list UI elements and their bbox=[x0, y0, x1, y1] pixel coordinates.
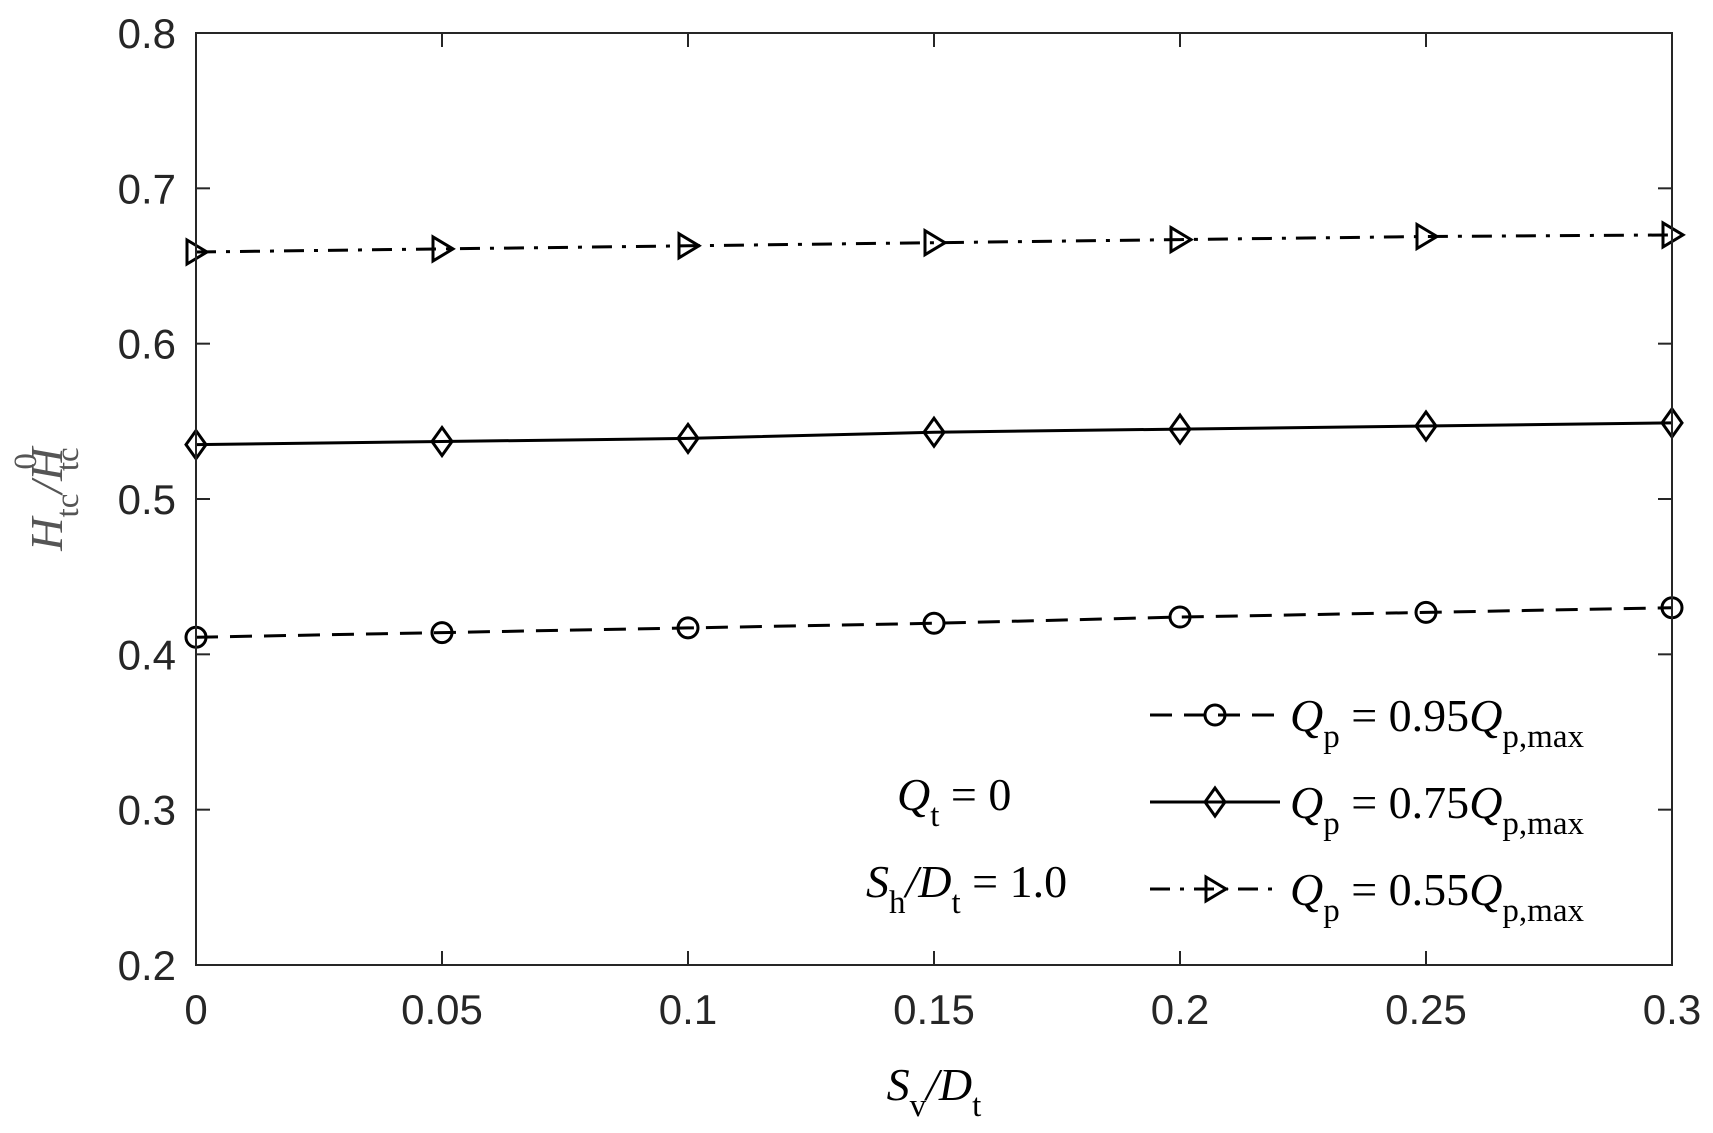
legend-label-q: Q bbox=[1290, 864, 1323, 915]
annotation-shdt-main: S bbox=[866, 856, 889, 907]
y-axis-label: Htc/H0 tc bbox=[8, 445, 86, 552]
y-axis-label-sub2: tc bbox=[50, 447, 86, 471]
x-tick-label: 0.2 bbox=[1151, 986, 1209, 1033]
legend-entry: Qp = 0.95Qp,max bbox=[1150, 690, 1584, 755]
legend-label-q2: Q bbox=[1469, 777, 1502, 828]
data-point bbox=[430, 621, 454, 645]
x-tick-label: 0.25 bbox=[1385, 986, 1467, 1033]
legend-label-sub2: p,max bbox=[1502, 893, 1584, 929]
legend-label: Qp = 0.55Qp,max bbox=[1290, 864, 1584, 929]
legend-label: Qp = 0.75Qp,max bbox=[1290, 777, 1584, 842]
x-tick-label: 0.1 bbox=[659, 986, 717, 1033]
y-tick-label: 0.5 bbox=[118, 476, 176, 523]
annotation-shdt-sub2: t bbox=[952, 885, 961, 921]
annotation-shdt-value: = 1.0 bbox=[961, 856, 1067, 907]
legend-marker bbox=[1203, 703, 1227, 727]
legend-label-sub2: p,max bbox=[1502, 806, 1584, 842]
annotation-qt-main: Q bbox=[897, 769, 930, 820]
legend-entry: Qp = 0.55Qp,max bbox=[1150, 864, 1584, 929]
x-tick-label: 0.3 bbox=[1643, 986, 1701, 1033]
legend-marker bbox=[1204, 874, 1229, 904]
legend-label-value: = 0.55 bbox=[1340, 864, 1469, 915]
ticks-layer: 0 0.05 0.1 0.15 0.2 0.25 0.3 0.2 0.3 0.4 0.5 0.6 0.7… bbox=[118, 10, 1702, 1033]
y-tick-label: 0.7 bbox=[118, 165, 176, 212]
legend-label-sub2: p,max bbox=[1502, 719, 1584, 755]
y-tick-label: 0.3 bbox=[118, 787, 176, 834]
data-point bbox=[1168, 605, 1192, 629]
x-axis-label-sub: v bbox=[910, 1088, 927, 1124]
annotations: Qt = 0Sh/Dt = 1.0 bbox=[866, 769, 1067, 921]
series-line bbox=[195, 421, 1673, 447]
y-tick-label: 0.4 bbox=[118, 631, 176, 678]
series-line bbox=[195, 606, 1673, 639]
x-axis-label-sub2: t bbox=[972, 1088, 981, 1124]
legend-label-value: = 0.95 bbox=[1340, 690, 1469, 741]
annotation-qt-value: = 0 bbox=[939, 769, 1011, 820]
annotation-shdt-mid: /D bbox=[903, 856, 952, 907]
data-point bbox=[430, 424, 454, 459]
legend-label-q2: Q bbox=[1469, 690, 1502, 741]
x-tick-label: 0 bbox=[184, 986, 207, 1033]
x-axis-label-main: S bbox=[887, 1059, 910, 1110]
legend-label: Qp = 0.95Qp,max bbox=[1290, 690, 1584, 755]
y-tick-label: 0.8 bbox=[118, 10, 176, 57]
data-point bbox=[922, 611, 946, 635]
x-axis-label: Sv/Dt bbox=[887, 1059, 982, 1124]
data-point bbox=[1414, 600, 1438, 624]
legend-marker bbox=[1203, 785, 1227, 819]
legend-label-q2: Q bbox=[1469, 864, 1502, 915]
y-axis-label-mid: /H bbox=[21, 445, 72, 497]
data-point bbox=[431, 234, 456, 264]
annotation-qt: Qt = 0 bbox=[897, 769, 1011, 834]
annotation-shdt-sub: h bbox=[889, 885, 906, 921]
legend-label-sub: p bbox=[1323, 893, 1340, 929]
y-tick-label: 0.2 bbox=[118, 942, 176, 989]
legend-label-q: Q bbox=[1290, 777, 1323, 828]
annotation-shdt: Sh/Dt = 1.0 bbox=[866, 856, 1067, 921]
x-tick-label: 0.05 bbox=[401, 986, 483, 1033]
legend-label-sub: p bbox=[1323, 806, 1340, 842]
annotation-qt-sub: t bbox=[930, 798, 939, 834]
legend-label-value: = 0.75 bbox=[1340, 777, 1469, 828]
y-axis-label-sup: 0 bbox=[8, 453, 44, 470]
legend-entry: Qp = 0.75Qp,max bbox=[1150, 777, 1584, 842]
data-point bbox=[1415, 221, 1440, 252]
legend-label-sub: p bbox=[1323, 719, 1340, 755]
x-axis-label-mid: /D bbox=[923, 1059, 972, 1110]
x-tick-label: 0.15 bbox=[893, 986, 975, 1033]
y-tick-label: 0.6 bbox=[118, 321, 176, 368]
data-point bbox=[1168, 412, 1192, 446]
legend-label-q: Q bbox=[1290, 690, 1323, 741]
y-axis-label-main: H bbox=[21, 515, 72, 552]
data-point bbox=[676, 616, 700, 640]
data-point bbox=[1414, 409, 1438, 443]
y-axis-label-sub: tc bbox=[50, 494, 86, 518]
data-point bbox=[922, 415, 946, 449]
data-point bbox=[923, 228, 948, 258]
data-point bbox=[677, 231, 702, 261]
data-point bbox=[676, 421, 700, 456]
data-point bbox=[1169, 224, 1194, 255]
